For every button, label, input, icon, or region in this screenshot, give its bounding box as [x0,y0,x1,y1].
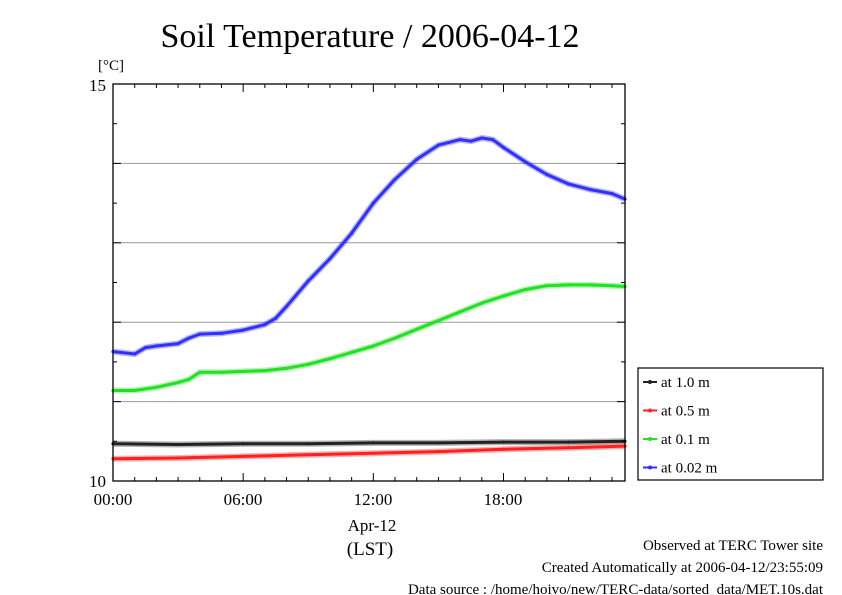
data-point [566,446,571,450]
data-point [241,442,245,446]
data-point [415,327,419,331]
data-point [469,139,473,143]
data-point [501,145,506,150]
chart-title: Soil Temperature / 2006-04-12 [160,18,579,55]
x-axis-date-label: Apr-12 [348,516,397,535]
footer-created: Created Automatically at 2006-04-12/23:5… [542,560,823,576]
data-point [393,336,397,340]
data-point [154,344,158,348]
data-point [219,331,224,335]
data-point [501,447,506,451]
data-point [143,346,148,350]
data-point [154,385,158,389]
axis-ticks [112,83,625,482]
data-point [523,288,527,292]
data-point [198,332,202,336]
data-point [458,310,462,314]
data-point [610,284,614,288]
data-point [610,191,614,196]
data-point [198,370,202,374]
data-point [284,304,289,308]
data-point [187,336,191,340]
data-point [306,453,310,457]
legend-label: at 0.1 m [661,432,710,448]
data-point [415,157,419,162]
data-point [284,366,289,370]
legend-label: at 1.0 m [661,375,710,391]
data-point [491,137,495,142]
data-point [588,188,592,192]
data-point [263,322,267,327]
data-point [545,172,549,177]
data-point [350,231,354,235]
data-point [523,160,527,164]
legend-marker [648,380,652,384]
plot-series [111,135,627,462]
data-point [306,279,310,283]
data-point [176,380,180,385]
legend-box [637,367,824,481]
footer-datasource: Data source : /home/hoivo/new/TERC-data/… [408,582,824,595]
data-point [241,369,245,374]
footer-observed: Observed at TERC Tower site [643,538,823,554]
data-point [436,319,441,323]
data-point [219,370,224,374]
data-point [436,143,441,147]
data-point [274,316,278,320]
data-point [133,388,137,393]
legend: at 1.0 m at 0.5 m at 0.1 m at 0.02 m [637,367,824,481]
data-point [133,352,137,356]
x-tick-label-0600: 06:00 [224,490,263,509]
data-point [241,454,245,458]
series-line-at-0-1-m [113,283,626,392]
data-point [176,342,180,346]
data-point [545,284,549,288]
x-axis-unit-label: (LST) [347,539,393,560]
data-point [371,441,375,445]
y-axis-label: [°C] [98,58,124,74]
y-tick-label-top: 15 [89,76,106,95]
data-point [588,283,592,287]
grid-lines [113,162,625,403]
data-point [458,137,462,142]
data-point [263,369,267,373]
y-tick-label-bottom: 10 [89,472,106,491]
series-line-at-0-5-m [112,444,626,461]
data-point [480,301,484,305]
series-halo-at-0-02-m [112,135,627,357]
data-point [241,328,245,332]
legend-marker [648,408,652,413]
x-tick-label-1800: 18:00 [484,490,523,509]
legend-marker [648,437,652,441]
x-tick-label-1200: 12:00 [354,490,393,509]
data-point [436,450,441,454]
data-point [306,362,310,366]
x-tick-label-0000: 00:00 [94,490,133,509]
data-point [393,177,397,181]
data-point [501,440,506,444]
data-point [176,456,180,460]
legend-label: at 0.5 m [661,404,710,420]
data-point [480,136,484,140]
data-point [566,283,571,287]
data-point [176,442,180,447]
data-point [328,357,332,361]
plot-frame [112,83,626,482]
data-point [501,294,506,298]
series-line-at-0-02-m [112,136,626,356]
data-point [566,440,571,444]
data-point [306,442,310,446]
data-point [371,451,375,455]
data-point [371,344,375,348]
data-point [566,182,571,186]
data-point [328,257,332,261]
data-point [371,201,375,205]
data-point [350,350,354,354]
legend-marker [648,465,652,470]
data-point [436,441,441,445]
data-point [187,377,191,381]
legend-label: at 0.02 m [661,461,718,477]
